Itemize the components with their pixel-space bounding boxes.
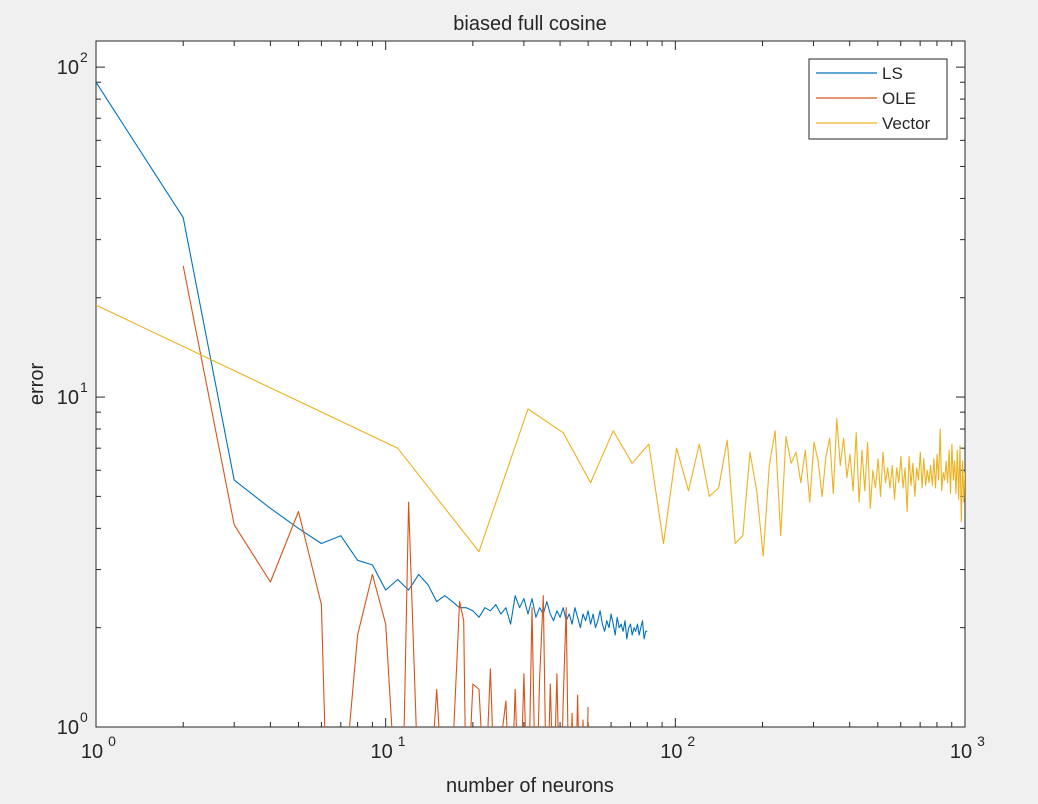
x-tick-label: 10 (950, 741, 972, 763)
y-axis-label: error (26, 363, 48, 406)
y-tick-exponent: 2 (80, 49, 88, 65)
plot-area (95, 40, 966, 728)
series-line-vector (96, 304, 965, 557)
series-line-ole (182, 265, 589, 727)
legend-label-ls: LS (882, 64, 903, 83)
y-tick-label: 10 (57, 57, 79, 79)
x-axis-label: number of neurons (446, 775, 614, 797)
y-tick-exponent: 1 (80, 379, 88, 395)
y-tick-label: 10 (57, 387, 79, 409)
x-tick-label: 10 (660, 741, 682, 763)
y-tick-label: 10 (57, 717, 79, 739)
major-ticks (95, 41, 966, 728)
series-layer (96, 81, 965, 727)
x-tick-exponent: 1 (398, 733, 406, 749)
x-tick-label: 10 (371, 741, 393, 763)
y-tick-exponent: 0 (80, 709, 88, 725)
x-tick-exponent: 0 (108, 733, 116, 749)
legend-box (808, 58, 948, 140)
x-tick-label: 10 (81, 741, 103, 763)
legend-label-ole: OLE (882, 89, 916, 108)
legend[interactable]: LS OLE Vector (808, 58, 948, 140)
chart-title: biased full cosine (453, 13, 606, 35)
x-tick-exponent: 2 (687, 733, 695, 749)
series-line-ls (96, 81, 648, 640)
legend-label-vector: Vector (882, 114, 931, 133)
x-tick-exponent: 3 (977, 733, 985, 749)
